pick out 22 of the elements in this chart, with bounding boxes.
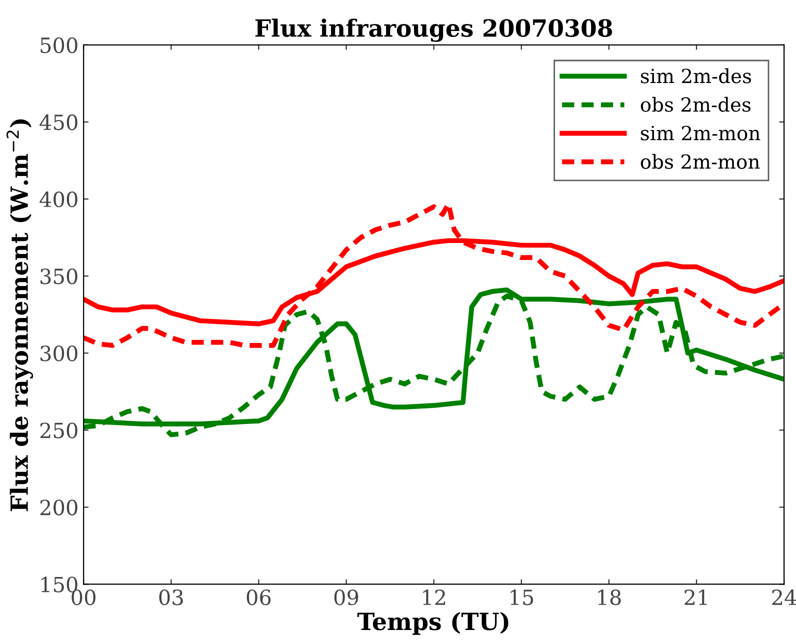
y-tick-label: 250 <box>40 422 78 438</box>
x-tick-label: 24 <box>772 589 796 605</box>
y-tick-label: 500 <box>40 37 78 54</box>
x-tick-label: 12 <box>423 589 446 605</box>
x-tick-label: 06 <box>246 589 271 606</box>
y-tick-label: 450 <box>40 114 78 130</box>
legend-label: obs 2m-mon <box>640 154 760 169</box>
x-tick-label: 09 <box>334 589 358 606</box>
y-axis-title: Flux de rayonnement (W.m$^{−2}$) <box>6 119 34 512</box>
x-tick-label: 21 <box>684 589 707 605</box>
x-axis-title: Temps (TU) <box>357 612 508 635</box>
legend-label: obs 2m-des <box>640 96 750 112</box>
x-tick-label: 03 <box>159 589 183 606</box>
y-tick-label: 300 <box>40 346 78 362</box>
x-tick-label: 18 <box>598 589 621 606</box>
chart-title: Flux infrarouges 20070308 <box>255 18 612 42</box>
y-tick-label: 350 <box>40 268 78 284</box>
y-tick-label: 400 <box>40 191 78 208</box>
legend-label: sim 2m-des <box>640 68 751 84</box>
y-tick-label: 200 <box>40 500 78 516</box>
legend-label: sim 2m-mon <box>640 126 760 140</box>
x-tick-label: 15 <box>510 589 534 606</box>
